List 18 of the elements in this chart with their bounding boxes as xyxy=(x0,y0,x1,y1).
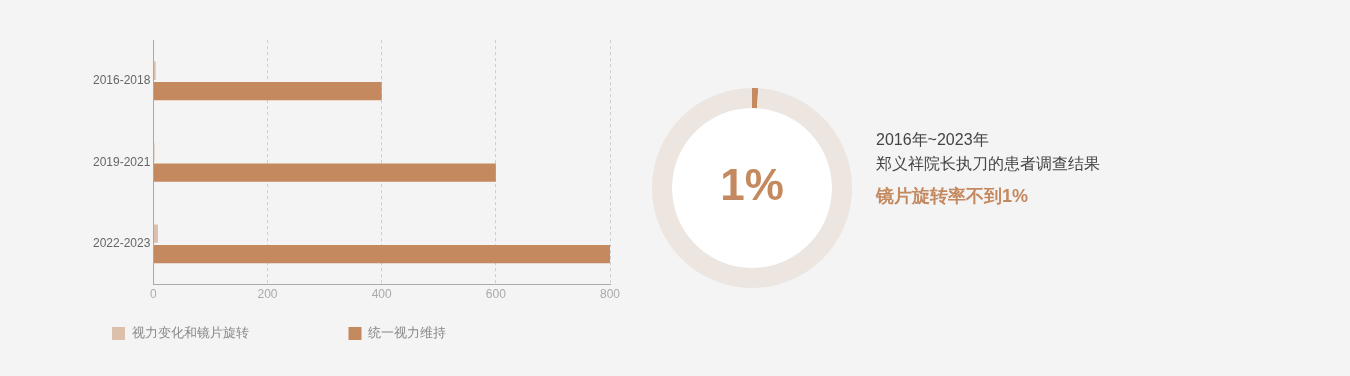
text: 镜片旋转率不到1% xyxy=(876,185,1029,208)
x-tick-label: 200 xyxy=(257,287,278,302)
bar xyxy=(153,163,496,182)
x-tick-label: 400 xyxy=(371,287,393,302)
text: 2016年~2023年 xyxy=(876,130,990,150)
bar xyxy=(153,224,158,243)
x-tick-label: 800 xyxy=(599,287,621,302)
y-tick-label: 2016-2018 xyxy=(93,73,151,88)
legend-label: 视力变化和镜片旋转 xyxy=(131,325,327,341)
data-label: 1% xyxy=(720,160,784,210)
x-tick-label: 0 xyxy=(150,287,158,302)
bar xyxy=(153,244,610,264)
text: 郑义祥院长执刀的患者调查结果 xyxy=(876,154,1100,174)
y-tick-label: 2019-2021 xyxy=(93,154,151,169)
bar xyxy=(153,81,382,101)
y-tick-label: 2022-2023 xyxy=(93,236,151,251)
legend-label: 统一视力维持 xyxy=(368,325,524,341)
x-tick-label: 600 xyxy=(485,287,507,302)
